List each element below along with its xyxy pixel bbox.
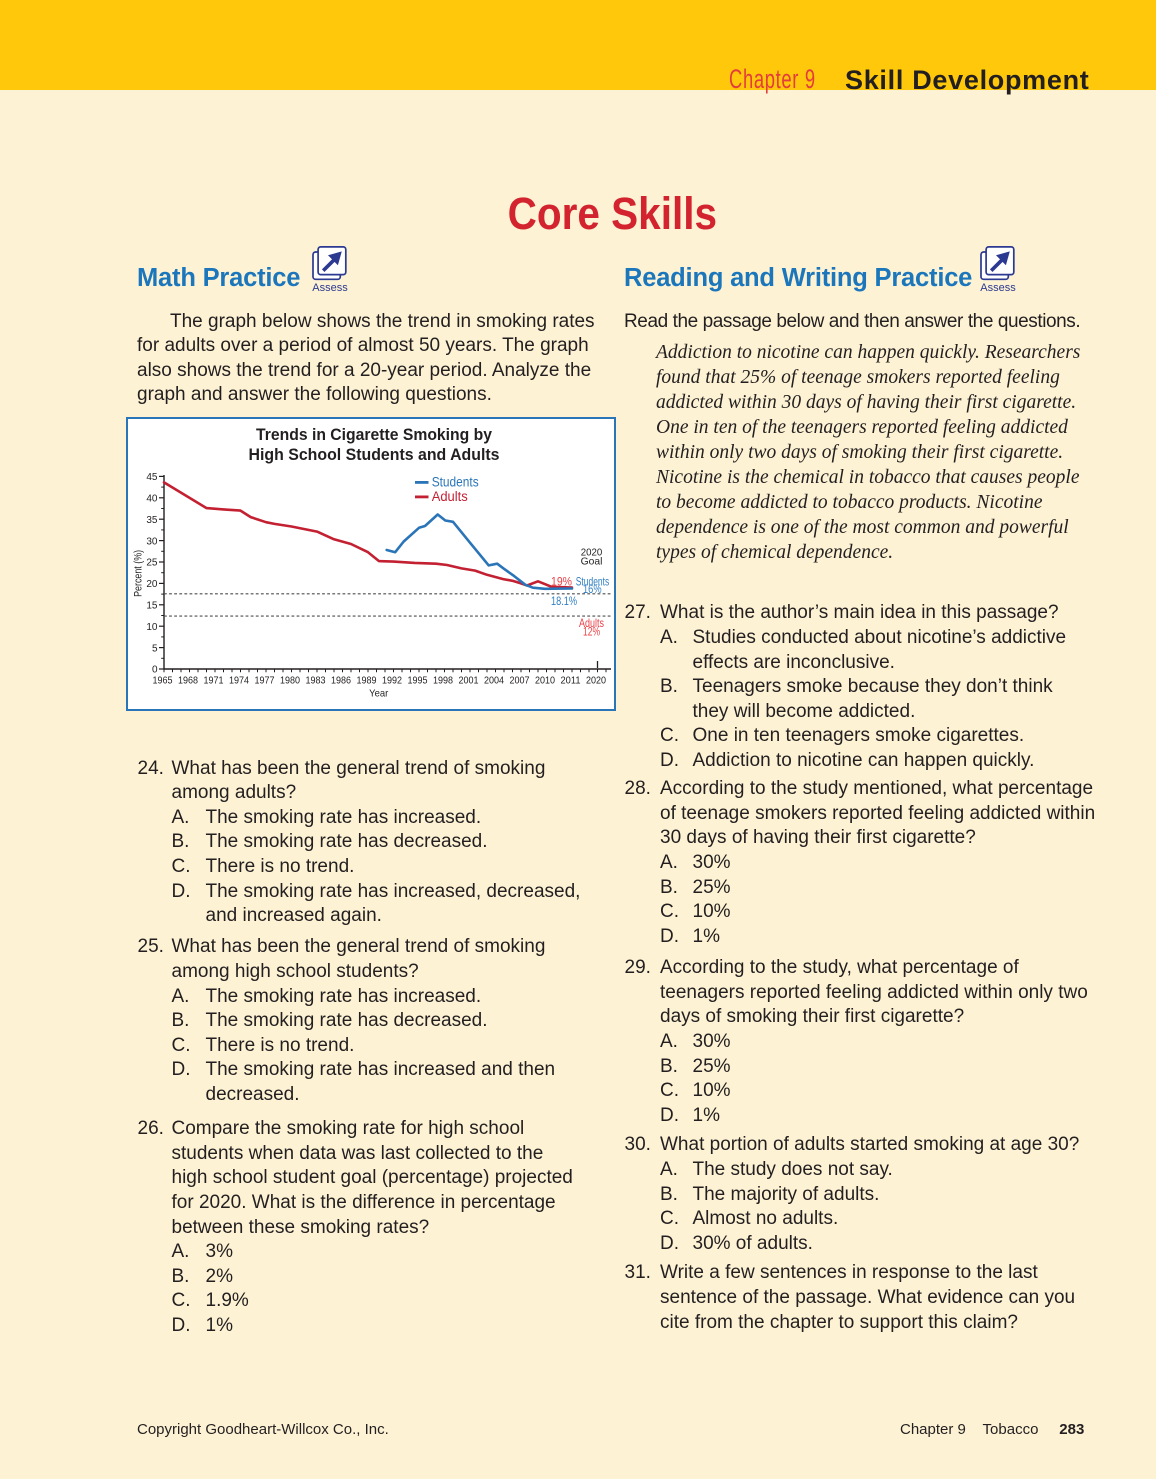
svg-text:1971: 1971	[204, 676, 224, 687]
svg-text:Adults: Adults	[432, 489, 468, 504]
svg-text:Adults: Adults	[579, 616, 604, 630]
svg-text:1986: 1986	[331, 676, 351, 687]
svg-text:45: 45	[146, 472, 158, 483]
svg-text:1989: 1989	[357, 676, 377, 687]
svg-text:High School Students and Adult: High School Students and Adults	[249, 445, 500, 464]
svg-text:Students: Students	[576, 574, 610, 588]
svg-text:1992: 1992	[382, 676, 402, 687]
svg-text:1974: 1974	[229, 676, 249, 687]
svg-text:25: 25	[146, 558, 158, 569]
svg-text:18.1%: 18.1%	[551, 594, 577, 608]
svg-text:1983: 1983	[306, 676, 326, 687]
svg-text:1968: 1968	[178, 676, 198, 687]
svg-text:2020: 2020	[581, 547, 603, 558]
svg-text:16%: 16%	[583, 582, 602, 596]
svg-text:1965: 1965	[153, 676, 173, 687]
svg-text:2011: 2011	[561, 676, 581, 687]
svg-text:5: 5	[152, 643, 158, 654]
svg-text:40: 40	[146, 494, 158, 505]
svg-text:2020: 2020	[586, 676, 606, 687]
svg-text:35: 35	[146, 515, 158, 526]
svg-text:Students: Students	[432, 474, 479, 489]
svg-text:1998: 1998	[433, 676, 453, 687]
svg-text:2007: 2007	[510, 676, 530, 687]
svg-text:1980: 1980	[280, 676, 300, 687]
svg-text:15: 15	[146, 601, 158, 612]
svg-text:12%: 12%	[583, 625, 600, 639]
svg-text:1977: 1977	[255, 676, 275, 687]
svg-text:2001: 2001	[459, 676, 479, 687]
svg-text:Percent (%): Percent (%)	[133, 550, 145, 597]
svg-text:19%: 19%	[551, 574, 572, 588]
svg-text:Trends in Cigarette Smoking by: Trends in Cigarette Smoking by	[256, 425, 492, 444]
svg-text:2004: 2004	[484, 676, 504, 687]
svg-text:1995: 1995	[408, 676, 428, 687]
svg-text:10: 10	[146, 622, 158, 633]
svg-text:30: 30	[146, 536, 158, 547]
svg-text:Goal: Goal	[581, 557, 603, 568]
svg-text:2010: 2010	[535, 676, 555, 687]
svg-text:Year: Year	[369, 688, 389, 700]
svg-text:20: 20	[146, 579, 158, 590]
svg-text:0: 0	[152, 665, 158, 676]
